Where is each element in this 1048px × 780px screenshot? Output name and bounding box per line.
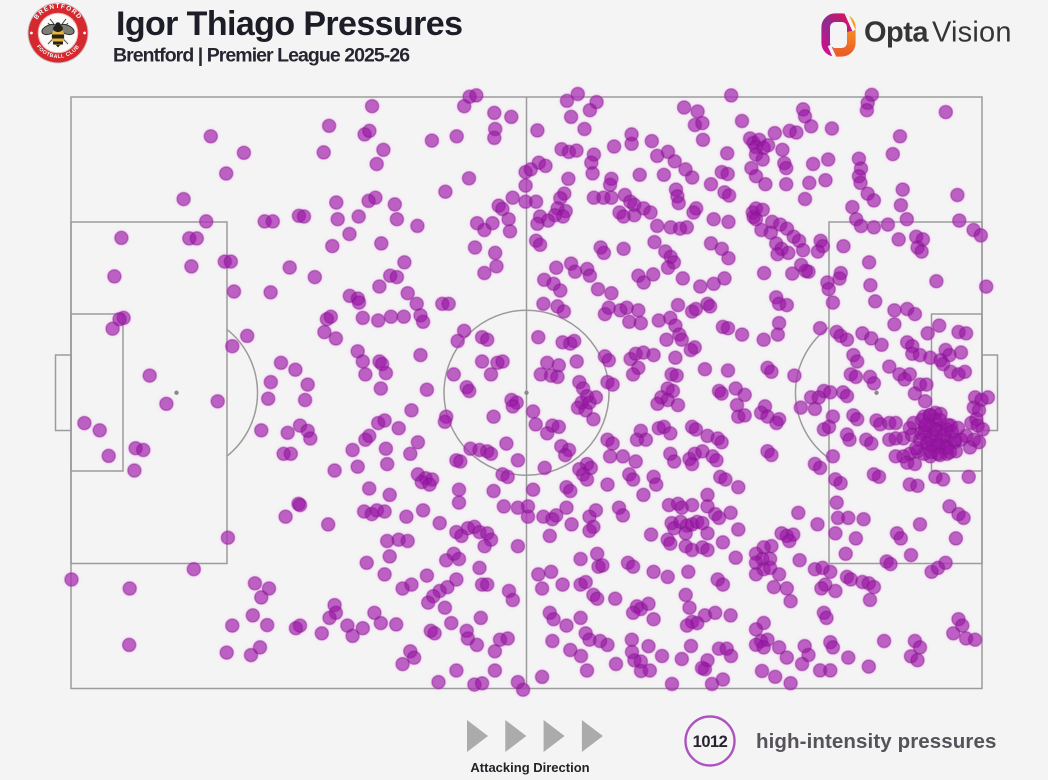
svg-text:Brentford | Premier League 202: Brentford | Premier League 2025-26 — [113, 45, 410, 67]
svg-text:Attacking Direction: Attacking Direction — [470, 760, 589, 775]
svg-text:Vision: Vision — [932, 17, 1012, 49]
svg-text:1012: 1012 — [693, 733, 728, 751]
svg-text:Igor Thiago Pressures: Igor Thiago Pressures — [116, 5, 462, 43]
svg-text:high-intensity pressures: high-intensity pressures — [756, 730, 996, 753]
svg-text:Opta: Opta — [864, 17, 929, 49]
